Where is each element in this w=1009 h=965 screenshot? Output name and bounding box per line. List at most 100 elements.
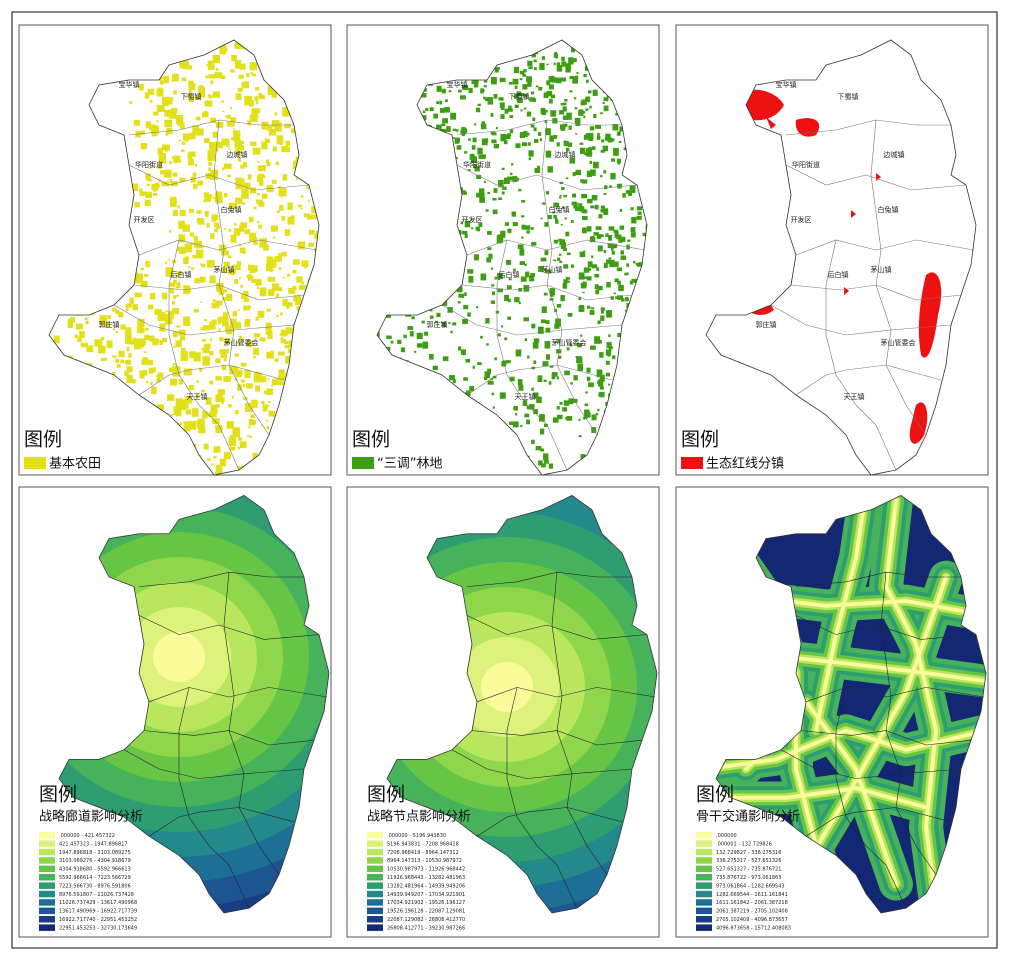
boundaries <box>48 39 320 476</box>
land-patch <box>432 365 439 371</box>
land-patch <box>221 138 230 146</box>
land-patch <box>616 234 622 240</box>
land-patch <box>230 117 237 122</box>
land-patch <box>556 406 560 410</box>
legend-subtitle: 战略节点影响分析 <box>367 809 471 825</box>
land-patch <box>287 202 293 210</box>
town-boundary <box>870 119 927 436</box>
land-patch <box>610 296 614 300</box>
land-patch <box>185 139 188 143</box>
land-patch <box>493 93 498 99</box>
land-patch <box>467 312 471 317</box>
land-patch <box>626 263 630 267</box>
land-patch <box>172 172 178 177</box>
land-patch <box>215 394 224 403</box>
land-patch <box>271 384 274 387</box>
land-patch <box>441 123 446 127</box>
land-patch <box>493 188 498 193</box>
land-patch <box>177 248 182 252</box>
legend-label: 2061.387219 - 2705.102408 <box>716 909 788 915</box>
land-patch <box>492 197 497 201</box>
land-patch <box>583 115 586 119</box>
land-patch <box>507 229 510 232</box>
land-patch <box>215 464 223 474</box>
town-label: 茅山管委会 <box>552 338 587 347</box>
land-patch <box>563 194 568 198</box>
legend-title: 图例 <box>367 784 405 806</box>
land-patch <box>285 140 291 146</box>
land-patch <box>574 207 581 212</box>
land-patch <box>579 147 586 154</box>
land-patch <box>215 404 220 408</box>
land-patch <box>188 208 194 213</box>
land-patch <box>216 286 223 293</box>
land-patch <box>179 209 186 217</box>
land-patch <box>186 93 190 98</box>
land-patch <box>518 287 523 292</box>
land-patch <box>233 228 241 236</box>
land-patch <box>209 275 216 284</box>
legend-swatch <box>39 890 55 898</box>
land-patch <box>549 135 554 142</box>
land-patch <box>458 89 462 93</box>
land-patch <box>519 132 525 139</box>
land-patch <box>251 73 256 77</box>
land-patch <box>590 307 595 310</box>
land-patch <box>128 354 132 358</box>
land-patch <box>473 82 479 88</box>
land-patch <box>433 113 439 119</box>
land-patch <box>523 107 527 110</box>
land-patch <box>533 409 538 415</box>
land-patch <box>221 364 227 371</box>
road-influence <box>716 786 928 810</box>
land-patch <box>594 336 601 344</box>
land-patch <box>588 268 592 271</box>
land-patch <box>206 223 210 228</box>
land-patch <box>253 356 257 359</box>
land-patch <box>603 193 607 195</box>
land-patch <box>515 143 521 149</box>
land-patch <box>115 358 120 363</box>
land-patch <box>257 173 264 179</box>
land-patch <box>614 278 619 283</box>
land-patch <box>118 350 125 358</box>
land-patch <box>271 378 280 386</box>
land-patch <box>296 306 302 311</box>
land-patch <box>532 117 536 122</box>
town-label: 白兔镇 <box>878 205 899 214</box>
land-patch <box>187 266 190 269</box>
land-patch <box>223 349 229 354</box>
town-label: 边城镇 <box>884 150 905 159</box>
land-patch <box>239 441 247 448</box>
land-patch <box>548 463 553 469</box>
boundaries <box>386 494 658 914</box>
land-patch <box>463 304 469 310</box>
land-patch <box>300 195 304 198</box>
land-patch <box>241 188 249 199</box>
land-patch <box>265 419 269 422</box>
land-patch <box>642 232 647 237</box>
land-patch <box>528 404 535 410</box>
land-patch <box>455 129 459 132</box>
land-patch <box>519 78 523 81</box>
land-patch <box>500 230 506 238</box>
land-patch <box>271 90 278 98</box>
land-patch <box>161 144 170 151</box>
land-patch <box>296 276 303 283</box>
land-patch <box>604 136 608 140</box>
land-patch <box>446 126 451 133</box>
outer-frame <box>11 11 998 949</box>
land-patch <box>593 161 599 169</box>
legend-label: 基本农田 <box>49 457 101 472</box>
land-patch <box>167 100 173 105</box>
land-patch <box>593 113 597 119</box>
land-patch <box>240 284 243 288</box>
land-patch <box>211 418 220 424</box>
land-patch <box>429 315 434 319</box>
town-label: 下蜀镇 <box>838 92 859 101</box>
land-patch <box>240 379 245 383</box>
land-patch <box>439 100 443 105</box>
legend-swatch <box>696 865 712 873</box>
land-patch <box>153 186 158 192</box>
land-patch <box>422 341 429 349</box>
